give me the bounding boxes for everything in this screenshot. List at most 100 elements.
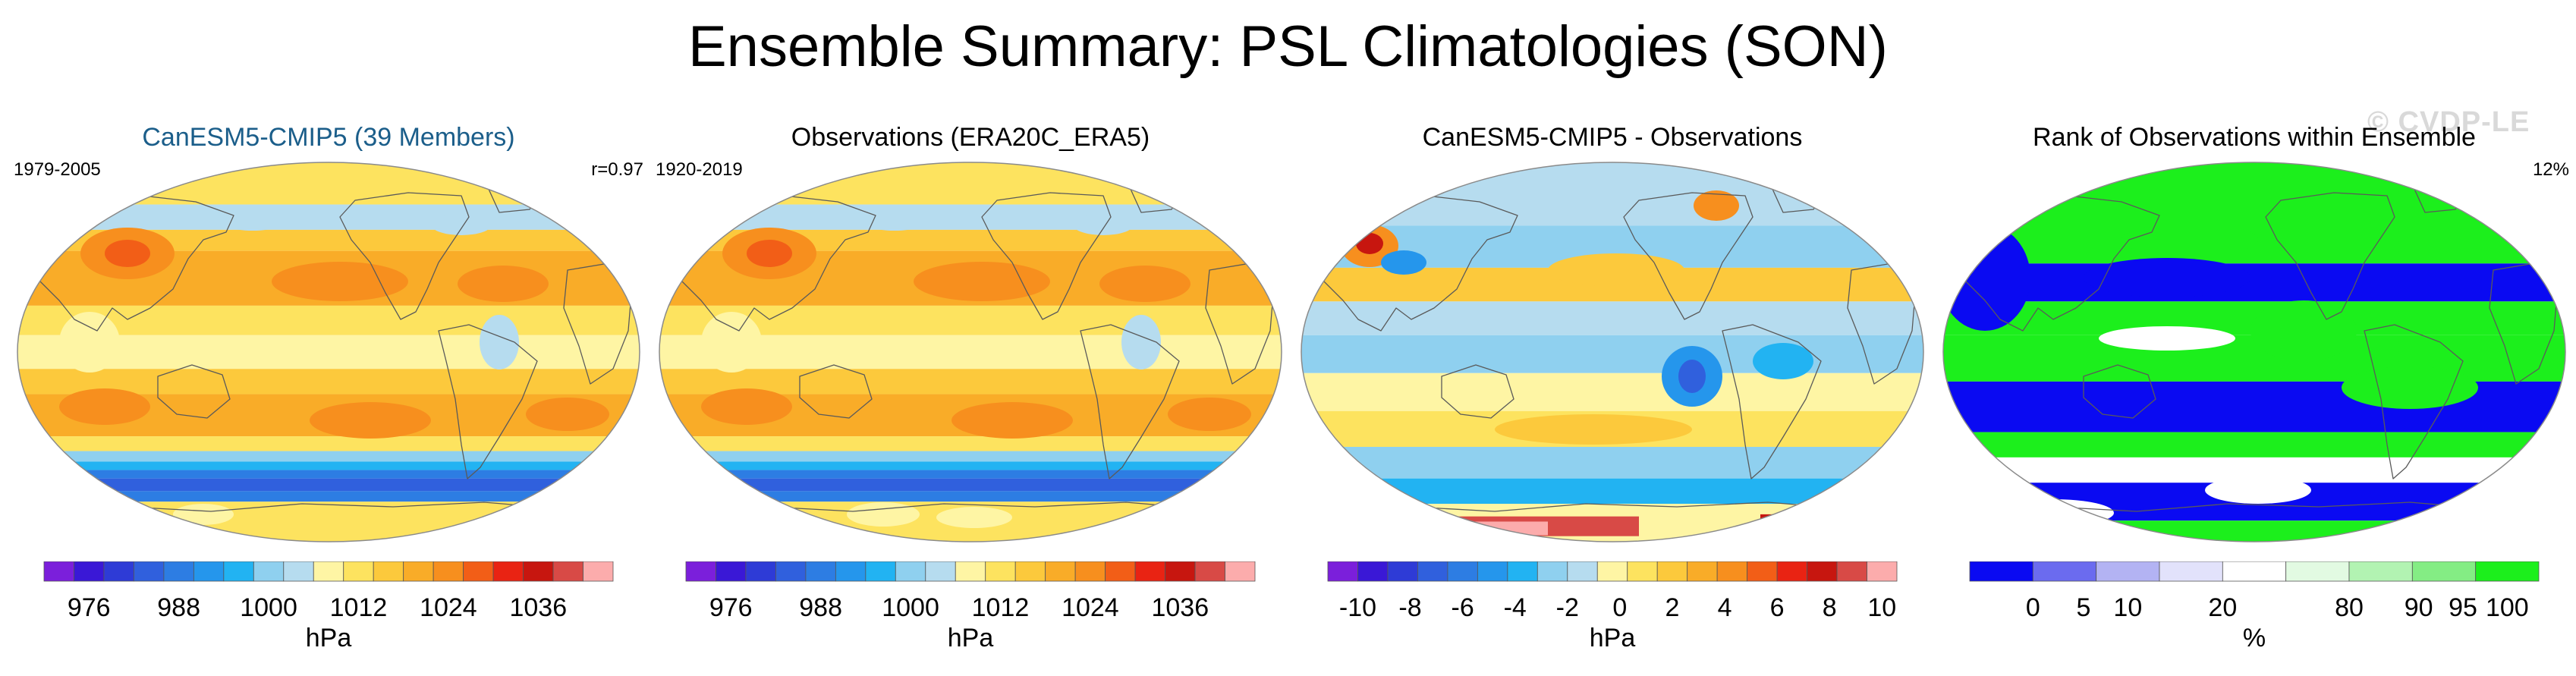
colorbar-tick-label: 1036 bbox=[1151, 593, 1209, 622]
colorbar-segment bbox=[2159, 561, 2223, 582]
indian-ocean-low bbox=[701, 312, 762, 373]
rank-asia-blue bbox=[1943, 225, 2030, 331]
colorbar-tick-label: 8 bbox=[1823, 593, 1837, 622]
colorbar-segment bbox=[925, 561, 956, 582]
rank-tropics-green bbox=[2250, 300, 2357, 361]
panel-rank: Rank of Observations within Ensemble 12%… bbox=[1939, 114, 2569, 675]
colorbar-segment bbox=[1747, 561, 1778, 582]
rank-antarctic-green bbox=[2440, 495, 2531, 519]
colorbar-unit-label: hPa bbox=[306, 624, 352, 652]
colorbar-segment bbox=[1596, 561, 1628, 582]
colorbar: 976 988 1000 1012 1024 1036 hPa bbox=[43, 561, 614, 652]
colorbar-segment bbox=[895, 561, 926, 582]
colorbar-segment bbox=[1105, 561, 1136, 582]
siberian-high-core bbox=[105, 240, 150, 267]
colorbar-segment bbox=[1014, 561, 1046, 582]
coast-australia bbox=[799, 364, 873, 419]
map-border bbox=[659, 162, 1282, 542]
coast-australia bbox=[157, 364, 231, 419]
coast-south-america bbox=[2364, 324, 2464, 479]
colorbar-segment bbox=[1194, 561, 1225, 582]
map-field bbox=[659, 162, 1282, 542]
map-border bbox=[1942, 162, 2566, 542]
colorbar-tick-label: 1036 bbox=[509, 593, 567, 622]
panel-difference: CanESM5-CMIP5 - Observations -10 -8 -6 -4 -2… bbox=[1297, 114, 1927, 675]
colorbar-unit-label: hPa bbox=[948, 624, 994, 652]
map-plot bbox=[17, 162, 640, 542]
rank-southern-white bbox=[2205, 476, 2311, 504]
colorbar-segment bbox=[1627, 561, 1658, 582]
colorbar-segment bbox=[1327, 561, 1358, 582]
colorbar-segment bbox=[74, 561, 105, 582]
colorbar-segment bbox=[805, 561, 836, 582]
rank-pacific-green bbox=[2122, 223, 2258, 256]
rank-tropics-white bbox=[2099, 326, 2235, 351]
diff-asia-negative bbox=[1381, 250, 1426, 275]
colorbar-segment bbox=[955, 561, 986, 582]
colorbar-tick-label: -4 bbox=[1504, 593, 1527, 622]
colorbar-segment bbox=[134, 561, 165, 582]
colorbar-tick-label: -2 bbox=[1556, 593, 1579, 622]
rank-atlantic-green bbox=[2342, 366, 2478, 409]
colorbar-tick-label: 2 bbox=[1665, 593, 1679, 622]
colorbar-segment bbox=[403, 561, 434, 582]
colorbar-segment bbox=[985, 561, 1016, 582]
map-plot bbox=[659, 162, 1282, 542]
south-pacific-high bbox=[310, 402, 431, 439]
colorbar-tick-label: 988 bbox=[799, 593, 842, 622]
colorbar-segment bbox=[2032, 561, 2097, 582]
diff-atlantic-negative bbox=[1753, 343, 1813, 379]
icelandic-low bbox=[1073, 214, 1134, 235]
coast-eurasia bbox=[28, 195, 234, 332]
colorbar-segment bbox=[373, 561, 404, 582]
colorbar-tick-label: 1000 bbox=[882, 593, 939, 622]
colorbar-segment bbox=[2285, 561, 2350, 582]
colorbar-segment bbox=[343, 561, 374, 582]
south-pacific-high bbox=[951, 402, 1073, 439]
colorbar-segment bbox=[1134, 561, 1165, 582]
diff-arctic-positive bbox=[1694, 190, 1739, 221]
colorbar-segment bbox=[583, 561, 614, 582]
antarctic-high-west bbox=[173, 504, 234, 525]
colorbar-segment bbox=[283, 561, 314, 582]
panel-title: CanESM5-CMIP5 - Observations bbox=[1422, 123, 1803, 152]
colorbar-segment bbox=[1969, 561, 2033, 582]
correlation-label: r=0.97 bbox=[591, 159, 643, 180]
colorbar-segment bbox=[1447, 561, 1478, 582]
colorbar-segment bbox=[1045, 561, 1076, 582]
colorbar-tick-label: 1000 bbox=[240, 593, 297, 622]
colorbar-segment bbox=[745, 561, 776, 582]
coast-north-america bbox=[2265, 192, 2395, 320]
coast-australia bbox=[2083, 364, 2156, 419]
colorbar-segment bbox=[1357, 561, 1389, 582]
colorbar-segment bbox=[1867, 561, 1898, 582]
colorbar-segment bbox=[193, 561, 225, 582]
south-atlantic-high bbox=[526, 398, 609, 431]
colorbar-segment bbox=[1477, 561, 1508, 582]
colorbar-tick-label: -10 bbox=[1339, 593, 1376, 622]
figure-title: Ensemble Summary: PSL Climatologies (SON… bbox=[687, 14, 1888, 79]
colorbar-tick-label: 988 bbox=[157, 593, 200, 622]
colorbar-segment bbox=[835, 561, 867, 582]
colorbar-segment bbox=[1836, 561, 1867, 582]
period-label: 1920-2019 bbox=[656, 159, 743, 180]
colorbar-segment bbox=[163, 561, 194, 582]
coast-north-america bbox=[981, 192, 1112, 320]
panel-title: Observations (ERA20C_ERA5) bbox=[791, 123, 1150, 152]
siberian-high-core bbox=[747, 240, 792, 267]
colorbar-tick-label: 0 bbox=[1612, 593, 1627, 622]
antarctic-high-west bbox=[847, 502, 920, 527]
colorbar-tick-label: 1012 bbox=[972, 593, 1030, 622]
colorbar-tick-label: 1024 bbox=[420, 593, 477, 622]
south-america-low bbox=[1121, 315, 1161, 369]
colorbar-segment bbox=[103, 561, 134, 582]
indian-ocean-low bbox=[59, 312, 120, 373]
period-label: 1979-2005 bbox=[14, 159, 101, 180]
colorbar-segment bbox=[43, 561, 74, 582]
colorbar-tick-label: 5 bbox=[2077, 593, 2091, 622]
indian-ocean-high bbox=[701, 388, 792, 425]
coast-south-america bbox=[438, 324, 538, 479]
colorbar-segment bbox=[1536, 561, 1568, 582]
colorbar-tick-label: 80 bbox=[2335, 593, 2364, 622]
colorbar: -10 -8 -6 -4 -2 0 2 4 6 8 10 hPa bbox=[1327, 561, 1898, 652]
